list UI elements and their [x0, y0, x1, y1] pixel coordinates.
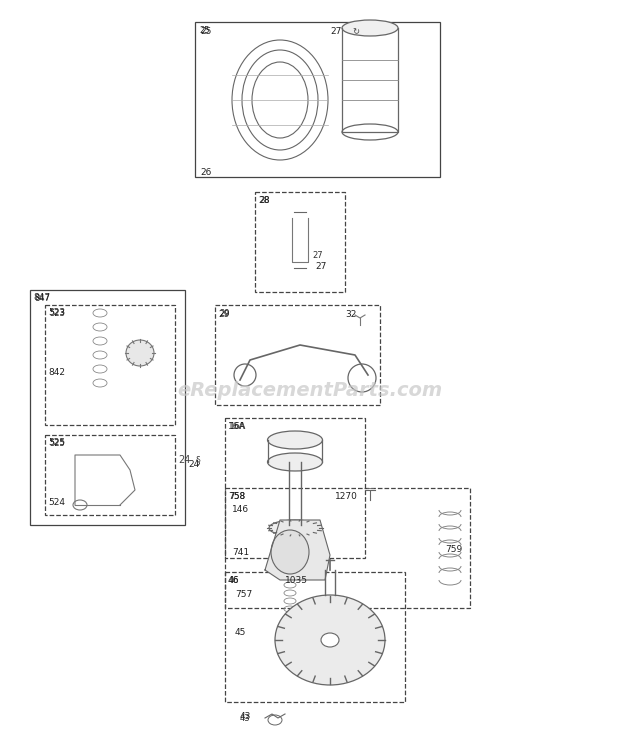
Text: 146: 146 [232, 505, 249, 514]
Text: 46: 46 [229, 576, 239, 585]
Text: 842: 842 [48, 368, 65, 377]
Text: 45: 45 [235, 628, 246, 637]
Text: 523: 523 [49, 309, 65, 318]
Text: 26: 26 [200, 168, 211, 177]
Text: eReplacementParts.com: eReplacementParts.com [177, 380, 443, 400]
Text: ↻: ↻ [352, 27, 359, 36]
Text: 758: 758 [229, 492, 245, 501]
Text: 16A: 16A [228, 422, 246, 431]
Text: 847: 847 [33, 293, 50, 302]
Text: 29: 29 [218, 310, 229, 319]
Text: 16A: 16A [229, 422, 246, 431]
Text: 1270: 1270 [335, 492, 358, 501]
Ellipse shape [267, 431, 322, 449]
Text: 28: 28 [259, 196, 270, 205]
Text: 24: 24 [178, 455, 190, 465]
Text: 27: 27 [315, 262, 326, 271]
Text: 523: 523 [48, 308, 65, 317]
Text: 29: 29 [219, 309, 229, 318]
Text: 758: 758 [228, 492, 246, 501]
Ellipse shape [269, 520, 321, 536]
Text: 24: 24 [188, 460, 199, 469]
Text: 757: 757 [235, 590, 252, 599]
Text: 32: 32 [345, 310, 356, 319]
Ellipse shape [342, 20, 398, 36]
Ellipse shape [267, 453, 322, 471]
Text: 46: 46 [228, 576, 239, 585]
Text: 525: 525 [48, 438, 65, 447]
Text: 741: 741 [232, 548, 249, 557]
Ellipse shape [275, 595, 385, 685]
Text: 25: 25 [199, 26, 210, 35]
Text: 27: 27 [330, 27, 342, 36]
Text: 25: 25 [200, 27, 211, 36]
Text: 847: 847 [34, 294, 50, 303]
Text: 43: 43 [240, 712, 251, 721]
Text: 1035: 1035 [285, 576, 308, 585]
Ellipse shape [321, 633, 339, 647]
Text: 27: 27 [312, 251, 322, 260]
Polygon shape [265, 520, 330, 580]
Text: 525: 525 [49, 439, 64, 448]
Text: 43: 43 [240, 714, 250, 723]
Ellipse shape [271, 530, 309, 574]
Text: §: § [196, 455, 201, 465]
Text: 28: 28 [258, 196, 269, 205]
Text: 759: 759 [445, 545, 463, 554]
Ellipse shape [126, 340, 154, 366]
Text: 524: 524 [48, 498, 65, 507]
